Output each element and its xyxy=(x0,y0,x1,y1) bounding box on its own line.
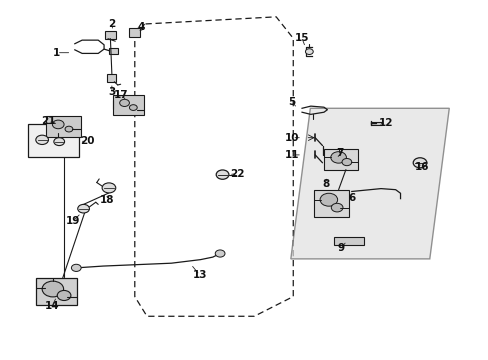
Circle shape xyxy=(120,99,129,107)
Text: 10: 10 xyxy=(285,133,299,143)
Circle shape xyxy=(42,281,63,297)
Circle shape xyxy=(412,158,426,168)
Circle shape xyxy=(330,152,346,163)
Text: 14: 14 xyxy=(44,301,59,311)
Circle shape xyxy=(215,250,224,257)
Circle shape xyxy=(71,264,81,271)
Bar xyxy=(129,28,140,37)
Circle shape xyxy=(129,105,137,111)
Text: 12: 12 xyxy=(378,118,392,128)
Text: 1: 1 xyxy=(53,48,61,58)
Polygon shape xyxy=(290,108,448,259)
Text: 17: 17 xyxy=(114,90,129,100)
Circle shape xyxy=(216,170,228,179)
Bar xyxy=(113,95,143,114)
Text: 5: 5 xyxy=(288,97,295,107)
Circle shape xyxy=(341,158,351,166)
Text: 19: 19 xyxy=(65,216,80,226)
Text: 4: 4 xyxy=(137,22,144,32)
Circle shape xyxy=(65,126,73,132)
Bar xyxy=(324,149,357,170)
Circle shape xyxy=(36,135,48,144)
Circle shape xyxy=(330,203,342,212)
Circle shape xyxy=(54,138,64,145)
Circle shape xyxy=(102,183,116,193)
Text: 16: 16 xyxy=(414,162,429,172)
Text: 11: 11 xyxy=(285,150,299,160)
Bar xyxy=(107,74,116,82)
Circle shape xyxy=(52,120,64,129)
Bar xyxy=(109,48,118,54)
Bar xyxy=(45,116,81,136)
Text: 2: 2 xyxy=(108,19,115,29)
Text: 18: 18 xyxy=(100,195,114,205)
Circle shape xyxy=(305,49,313,54)
Text: 9: 9 xyxy=(337,243,344,253)
Bar xyxy=(370,122,381,125)
Bar xyxy=(36,278,77,305)
Circle shape xyxy=(57,291,71,301)
Circle shape xyxy=(320,193,337,206)
Text: 13: 13 xyxy=(192,270,206,280)
Text: 15: 15 xyxy=(294,33,308,43)
Text: 8: 8 xyxy=(322,179,329,189)
Bar xyxy=(333,237,364,245)
Text: 21: 21 xyxy=(41,116,56,126)
Bar xyxy=(104,31,116,39)
Circle shape xyxy=(78,204,89,213)
Text: 7: 7 xyxy=(335,148,343,158)
Text: 20: 20 xyxy=(80,136,95,146)
Text: 22: 22 xyxy=(229,168,244,179)
Bar xyxy=(313,190,348,217)
Text: 6: 6 xyxy=(347,193,355,203)
Text: 3: 3 xyxy=(108,87,115,97)
Bar xyxy=(27,125,79,157)
